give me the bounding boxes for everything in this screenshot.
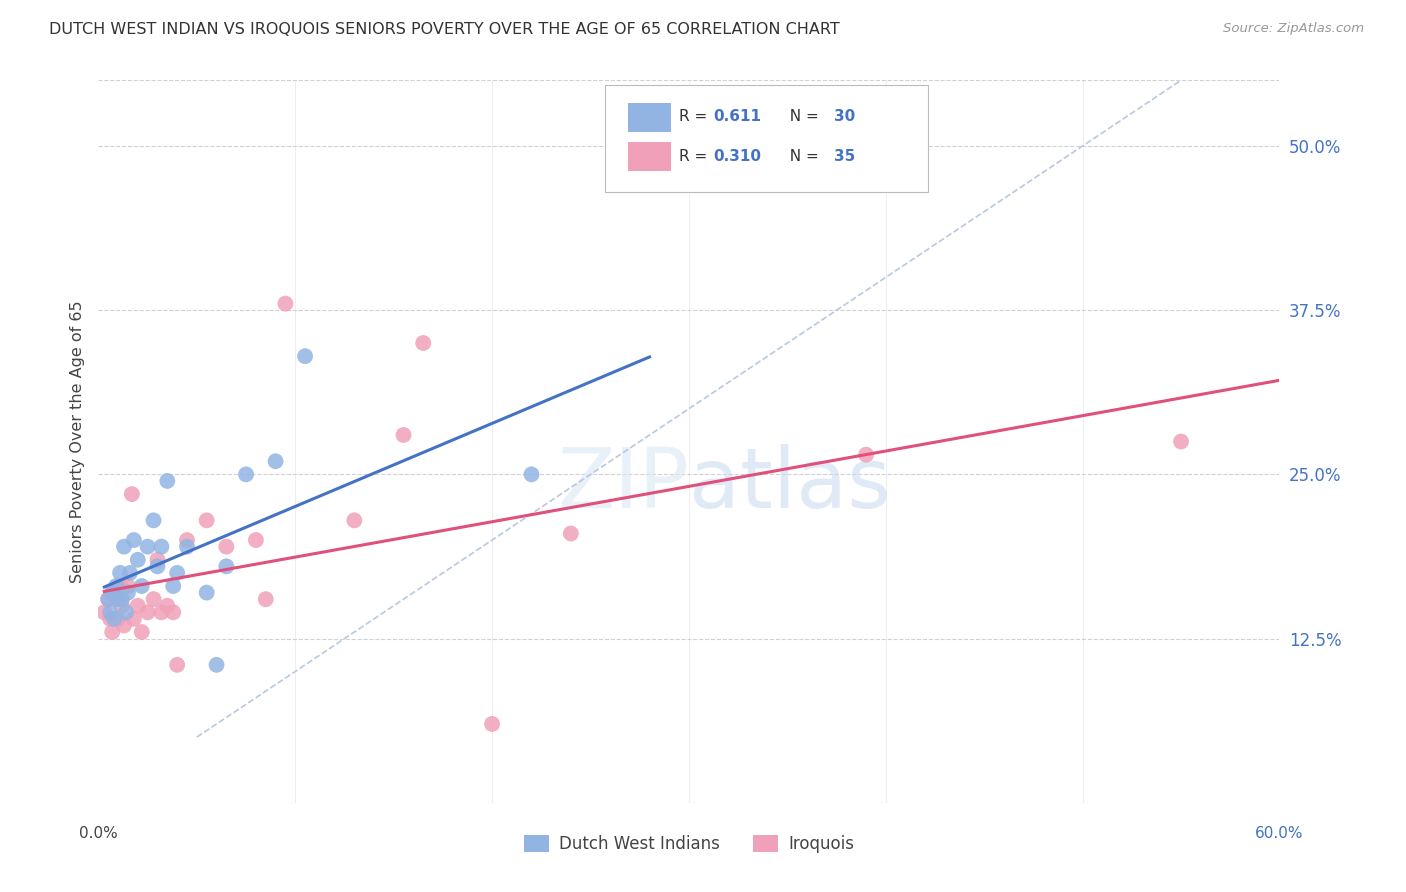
Point bbox=[215, 559, 238, 574]
Point bbox=[855, 448, 877, 462]
Point bbox=[146, 559, 169, 574]
Point bbox=[117, 585, 139, 599]
Text: 30: 30 bbox=[834, 110, 855, 124]
Text: 35: 35 bbox=[834, 150, 855, 164]
Text: N =: N = bbox=[780, 150, 824, 164]
Point bbox=[118, 566, 141, 580]
Text: R =: R = bbox=[679, 150, 713, 164]
Point bbox=[111, 592, 134, 607]
Point bbox=[176, 540, 198, 554]
Point bbox=[412, 336, 434, 351]
Point bbox=[107, 612, 129, 626]
Point bbox=[142, 513, 165, 527]
Point bbox=[98, 605, 121, 619]
Text: DUTCH WEST INDIAN VS IROQUOIS SENIORS POVERTY OVER THE AGE OF 65 CORRELATION CHA: DUTCH WEST INDIAN VS IROQUOIS SENIORS PO… bbox=[49, 22, 839, 37]
Point bbox=[343, 513, 366, 527]
Y-axis label: Seniors Poverty Over the Age of 65: Seniors Poverty Over the Age of 65 bbox=[69, 301, 84, 582]
Point bbox=[176, 533, 198, 547]
Point bbox=[111, 599, 134, 613]
Point bbox=[127, 553, 149, 567]
Point bbox=[150, 605, 173, 619]
Text: N =: N = bbox=[780, 110, 824, 124]
Point bbox=[108, 579, 131, 593]
Text: 0.310: 0.310 bbox=[713, 150, 761, 164]
Point bbox=[103, 612, 125, 626]
Point bbox=[254, 592, 277, 607]
Text: atlas: atlas bbox=[689, 444, 890, 525]
Point bbox=[150, 540, 173, 554]
Point bbox=[112, 540, 135, 554]
Point bbox=[122, 533, 145, 547]
Point bbox=[121, 487, 143, 501]
Point bbox=[136, 540, 159, 554]
Point bbox=[294, 349, 316, 363]
Text: 0.0%: 0.0% bbox=[79, 827, 118, 841]
Point bbox=[195, 513, 218, 527]
Point bbox=[122, 612, 145, 626]
Point bbox=[166, 566, 188, 580]
Point bbox=[112, 618, 135, 632]
Point bbox=[166, 657, 188, 672]
Point bbox=[162, 579, 184, 593]
Text: 60.0%: 60.0% bbox=[1256, 827, 1303, 841]
Point bbox=[520, 467, 543, 482]
Point bbox=[156, 474, 179, 488]
Point bbox=[264, 454, 287, 468]
Point bbox=[105, 579, 128, 593]
Point bbox=[1170, 434, 1192, 449]
Text: R =: R = bbox=[679, 110, 713, 124]
Text: 0.611: 0.611 bbox=[713, 110, 761, 124]
Point bbox=[392, 428, 415, 442]
Point bbox=[98, 612, 121, 626]
Point bbox=[274, 296, 297, 310]
Point bbox=[245, 533, 267, 547]
Point bbox=[560, 526, 582, 541]
Point bbox=[97, 592, 120, 607]
Point bbox=[215, 540, 238, 554]
Point bbox=[205, 657, 228, 672]
Point bbox=[156, 599, 179, 613]
Point bbox=[105, 592, 128, 607]
Point bbox=[162, 605, 184, 619]
Point bbox=[93, 605, 115, 619]
Point bbox=[481, 717, 503, 731]
Point bbox=[103, 585, 125, 599]
Point bbox=[97, 592, 120, 607]
Point bbox=[115, 605, 138, 619]
Point bbox=[136, 605, 159, 619]
Point bbox=[131, 579, 153, 593]
Point bbox=[131, 625, 153, 640]
Point bbox=[235, 467, 257, 482]
Point bbox=[107, 592, 129, 607]
Point bbox=[117, 579, 139, 593]
Point bbox=[127, 599, 149, 613]
Point bbox=[101, 585, 124, 599]
Text: Source: ZipAtlas.com: Source: ZipAtlas.com bbox=[1223, 22, 1364, 36]
Point bbox=[108, 566, 131, 580]
Point bbox=[195, 585, 218, 599]
Point bbox=[146, 553, 169, 567]
Text: ZIP: ZIP bbox=[557, 444, 689, 525]
Legend: Dutch West Indians, Iroquois: Dutch West Indians, Iroquois bbox=[517, 828, 860, 860]
Point bbox=[101, 625, 124, 640]
Point bbox=[142, 592, 165, 607]
